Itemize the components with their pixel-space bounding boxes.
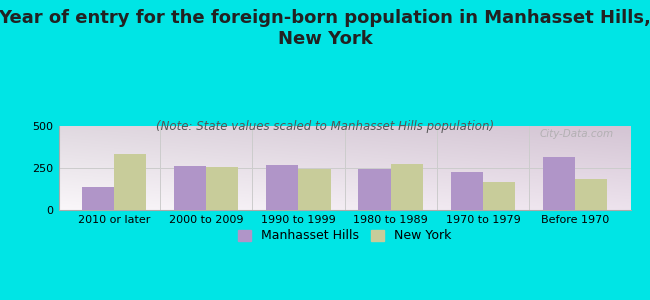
Bar	[450, 172, 483, 210]
Bar	[575, 179, 608, 210]
Legend: Manhasset Hills, New York: Manhasset Hills, New York	[233, 224, 456, 248]
Bar	[81, 187, 114, 210]
Text: City-Data.com: City-Data.com	[540, 128, 614, 139]
Bar	[543, 157, 575, 210]
Text: Year of entry for the foreign-born population in Manhasset Hills,
New York: Year of entry for the foreign-born popul…	[0, 9, 650, 48]
Text: (Note: State values scaled to Manhasset Hills population): (Note: State values scaled to Manhasset …	[156, 120, 494, 133]
Bar	[114, 154, 146, 210]
Bar	[266, 165, 298, 210]
Bar	[206, 167, 239, 210]
Bar	[358, 169, 391, 210]
Bar	[483, 182, 515, 210]
Bar	[298, 169, 331, 210]
Bar	[174, 166, 206, 210]
Bar	[391, 164, 423, 210]
